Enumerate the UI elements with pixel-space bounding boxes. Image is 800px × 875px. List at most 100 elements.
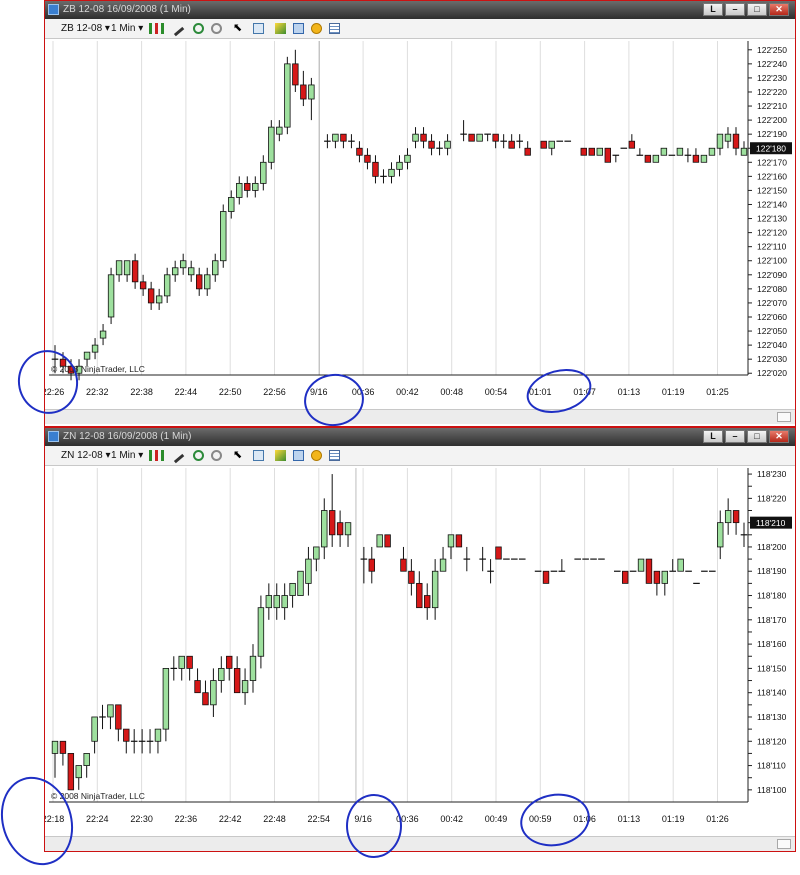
horizontal-scrollbar[interactable] bbox=[45, 409, 795, 424]
candle-body bbox=[340, 133, 347, 142]
y-tick-label: 118'200 bbox=[757, 542, 787, 552]
candle-body bbox=[308, 84, 315, 100]
zoom-out-icon[interactable] bbox=[211, 23, 222, 34]
candle-body bbox=[51, 740, 59, 754]
candle-body bbox=[732, 133, 740, 149]
y-tick-label: 118'220 bbox=[757, 493, 787, 503]
candle-body bbox=[67, 753, 75, 791]
interval-selector[interactable]: 1 Min ▾ bbox=[111, 23, 144, 34]
candle-body bbox=[692, 154, 700, 163]
candle-body bbox=[700, 154, 708, 163]
candle-body bbox=[260, 161, 267, 184]
zoom-in-icon[interactable] bbox=[193, 23, 204, 34]
candle-body bbox=[404, 154, 411, 163]
x-tick-label: 01:13 bbox=[618, 814, 641, 824]
close-button[interactable]: ✕ bbox=[769, 3, 789, 16]
candle-body bbox=[220, 211, 227, 262]
properties-icon[interactable] bbox=[253, 23, 264, 34]
scrollbar-thumb[interactable] bbox=[777, 839, 791, 849]
candle-body bbox=[241, 680, 249, 694]
last-price-label: 122'180 bbox=[756, 144, 786, 154]
instrument-selector[interactable]: ZN 12-08 ▾ bbox=[61, 450, 111, 461]
pencil-icon[interactable] bbox=[168, 447, 185, 464]
y-tick-label: 118'120 bbox=[757, 736, 787, 746]
close-button[interactable]: ✕ bbox=[769, 430, 789, 443]
data-box-icon[interactable] bbox=[275, 450, 286, 461]
candle-body bbox=[364, 154, 371, 163]
chart-window-zn: ZN 12-08 16/09/2008 (1 Min) L – □ ✕ ZN 1… bbox=[44, 427, 796, 852]
table-icon[interactable] bbox=[329, 450, 340, 461]
x-tick-label: 22:50 bbox=[219, 387, 242, 397]
cursor-icon[interactable]: ⬉ bbox=[233, 22, 243, 34]
candle-body bbox=[289, 582, 296, 596]
candle-body bbox=[123, 728, 130, 742]
properties-icon[interactable] bbox=[253, 450, 264, 461]
candle-body bbox=[115, 704, 122, 730]
scrollbar-thumb[interactable] bbox=[777, 412, 791, 422]
table-icon[interactable] bbox=[329, 23, 340, 34]
maximize-button[interactable]: □ bbox=[747, 430, 767, 443]
cursor-icon[interactable]: ⬉ bbox=[233, 449, 243, 461]
candle-body bbox=[107, 274, 115, 318]
candle-body bbox=[313, 546, 320, 560]
y-tick-label: 122'160 bbox=[757, 171, 787, 181]
candle-body bbox=[187, 267, 195, 276]
alert-icon[interactable] bbox=[311, 450, 322, 461]
window-titlebar[interactable]: ZN 12-08 16/09/2008 (1 Min) L – □ ✕ bbox=[45, 428, 795, 446]
data-box-icon[interactable] bbox=[275, 23, 286, 34]
last-price-label: 118'210 bbox=[756, 518, 786, 528]
x-tick-label: 01:19 bbox=[662, 814, 685, 824]
candle-body bbox=[218, 667, 225, 681]
candle-body bbox=[59, 740, 67, 754]
candle-body bbox=[439, 558, 447, 572]
candle-body bbox=[372, 161, 379, 177]
candle-body bbox=[637, 558, 645, 572]
minimize-button[interactable]: – bbox=[725, 430, 745, 443]
strategy-icon[interactable] bbox=[293, 450, 304, 461]
chart-window-zb: ZB 12-08 16/09/2008 (1 Min) L – □ ✕ ZB 1… bbox=[44, 0, 796, 427]
zoom-in-icon[interactable] bbox=[193, 450, 204, 461]
link-button[interactable]: L bbox=[703, 430, 723, 443]
instrument-label: ZN 12-08 bbox=[61, 450, 103, 461]
y-tick-label: 122'230 bbox=[757, 73, 787, 83]
candle-body bbox=[67, 365, 75, 374]
candle-body bbox=[368, 558, 375, 572]
candle-body bbox=[179, 260, 187, 269]
candle-style-icon[interactable] bbox=[149, 23, 165, 34]
strategy-icon[interactable] bbox=[293, 23, 304, 34]
x-tick-label: 00:36 bbox=[352, 387, 375, 397]
candle-body bbox=[548, 140, 555, 149]
price-chart-zn[interactable]: 22:1822:2422:3022:3622:4222:4822:549/160… bbox=[45, 466, 795, 835]
candle-style-icon[interactable] bbox=[149, 450, 165, 461]
candle-body bbox=[196, 274, 203, 290]
candle-body bbox=[171, 267, 179, 276]
window-titlebar[interactable]: ZB 12-08 16/09/2008 (1 Min) L – □ ✕ bbox=[45, 1, 795, 19]
x-tick-label: 00:42 bbox=[440, 814, 463, 824]
instrument-selector[interactable]: ZB 12-08 ▾ bbox=[61, 23, 110, 34]
x-tick-label: 01:25 bbox=[706, 387, 729, 397]
candle-body bbox=[428, 140, 435, 149]
minimize-button[interactable]: – bbox=[725, 3, 745, 16]
candle-body bbox=[297, 570, 304, 596]
window-title: ZN 12-08 16/09/2008 (1 Min) bbox=[63, 431, 192, 442]
pencil-icon[interactable] bbox=[168, 20, 185, 37]
candle-body bbox=[281, 595, 288, 609]
y-tick-label: 122'110 bbox=[757, 242, 787, 252]
candle-body bbox=[580, 147, 587, 156]
candle-body bbox=[645, 558, 653, 584]
x-tick-label: 22:42 bbox=[219, 814, 242, 824]
horizontal-scrollbar[interactable] bbox=[45, 836, 795, 851]
annotation-circle bbox=[346, 794, 402, 858]
y-tick-label: 122'040 bbox=[757, 340, 787, 350]
candle-body bbox=[228, 197, 235, 212]
link-button[interactable]: L bbox=[703, 3, 723, 16]
candle-body bbox=[244, 182, 251, 191]
interval-selector[interactable]: 1 Min ▾ bbox=[111, 450, 144, 461]
candle-body bbox=[194, 680, 201, 694]
maximize-button[interactable]: □ bbox=[747, 3, 767, 16]
alert-icon[interactable] bbox=[311, 23, 322, 34]
candle-body bbox=[328, 510, 336, 536]
zoom-out-icon[interactable] bbox=[211, 450, 222, 461]
x-tick-label: 00:36 bbox=[396, 814, 419, 824]
price-chart-zb[interactable]: 22:26 22:32 22:38 22:44 22:50 22:56 9/16 00:36 0… bbox=[45, 39, 795, 408]
